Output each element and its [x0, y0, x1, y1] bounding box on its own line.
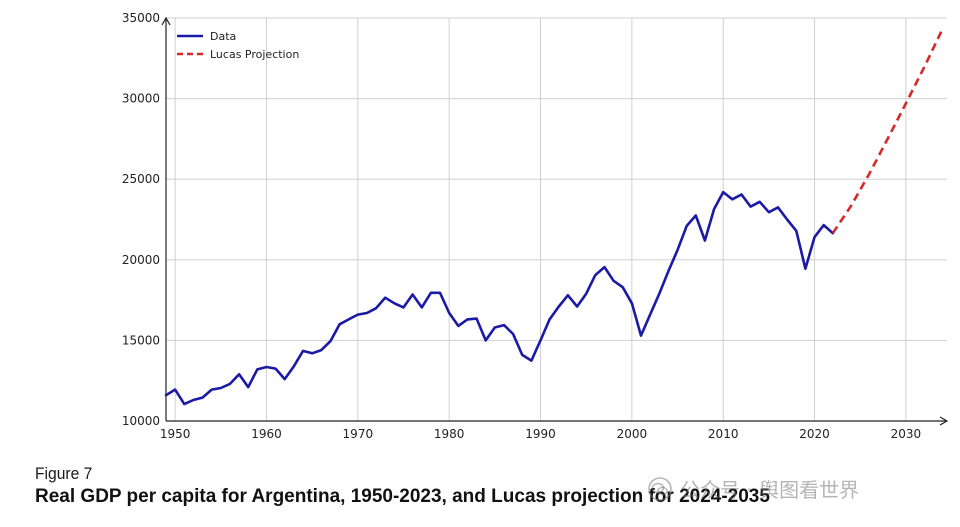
series-line-data	[164, 190, 835, 406]
figure-label: Figure 7	[35, 464, 93, 483]
y-tick-label-25000: 25000	[122, 172, 160, 186]
x-tick-label-2010: 2010	[708, 427, 739, 441]
series-line-lucas-projection	[831, 28, 944, 234]
series-lines	[164, 28, 944, 406]
watermark: 公众号 · 舆图看世界	[648, 474, 859, 503]
grid	[166, 17, 947, 422]
axes	[161, 16, 949, 426]
y-tick-label-30000: 30000	[122, 92, 160, 106]
x-tick-label-2020: 2020	[799, 427, 830, 441]
x-tick-label-1970: 1970	[343, 427, 374, 441]
x-tick-label-1960: 1960	[251, 427, 282, 441]
y-tick-label-15000: 15000	[122, 333, 160, 347]
x-axis-arrow	[939, 416, 949, 426]
figure-title: Real GDP per capita for Argentina, 1950-…	[35, 486, 770, 507]
legend-label-lucas-projection: Lucas Projection	[210, 48, 299, 61]
x-tick-label-1980: 1980	[434, 427, 465, 441]
gdp-line-chart: 1950 1960 1970 1980 1990 2000 2010 2020 2030 1000…	[122, 11, 949, 441]
x-tick-label-2030: 2030	[891, 427, 922, 441]
wechat-icon	[648, 476, 672, 501]
watermark-text: 公众号 · 舆图看世界	[680, 478, 860, 502]
x-tick-label-1990: 1990	[525, 427, 556, 441]
y-tick-label-35000: 35000	[122, 11, 160, 25]
x-tick-label-1950: 1950	[160, 427, 191, 441]
y-tick-label-20000: 20000	[122, 253, 160, 267]
y-axis-arrow	[161, 16, 171, 26]
y-tick-label-10000: 10000	[122, 414, 160, 428]
legend: Data Lucas Projection	[177, 30, 299, 61]
x-tick-label-2000: 2000	[617, 427, 648, 441]
tick-labels: 1950 1960 1970 1980 1990 2000 2010 2020 2030 1000…	[122, 11, 921, 441]
legend-label-data: Data	[210, 30, 236, 43]
